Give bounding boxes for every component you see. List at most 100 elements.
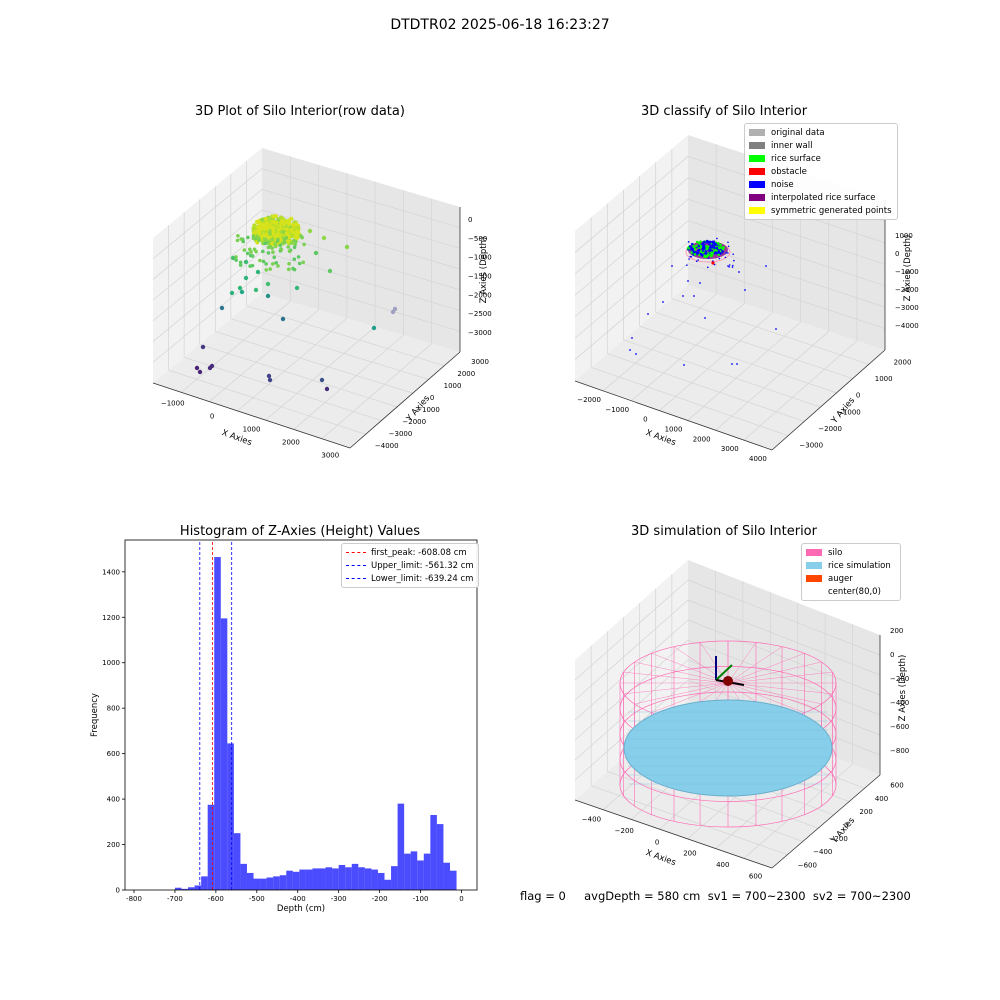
legend-swatch	[806, 562, 822, 569]
plot1-point	[302, 242, 306, 247]
plot2-noise-point	[704, 317, 706, 319]
histogram-bar	[214, 557, 221, 890]
plot1-point	[276, 264, 280, 268]
histogram-bar	[207, 804, 215, 890]
plot1-point	[287, 261, 291, 266]
legend-label: original data	[771, 127, 825, 138]
plot1-gridline	[152, 209, 263, 301]
plot1-points	[194, 214, 398, 392]
histogram-bar	[174, 887, 182, 890]
plot1-point	[264, 224, 269, 229]
silo-wire	[623, 682, 729, 695]
histogram-bar	[273, 876, 280, 890]
plot3-axes-bg	[125, 540, 477, 890]
legend-item: noise	[749, 178, 893, 191]
plot1-point	[256, 231, 261, 236]
legend-item: rice simulation	[806, 559, 896, 572]
plot1-point	[297, 261, 302, 266]
plot1-point	[324, 386, 330, 392]
plot1-point	[287, 249, 292, 254]
silo-wire	[727, 671, 833, 684]
plot1-point	[219, 305, 225, 311]
plot1-zlabel: Z Axies (Depth)	[479, 237, 489, 304]
legend-label: first_peak: -608.08 cm	[371, 547, 467, 558]
plot1-floor-pane	[153, 293, 460, 448]
plot2-point	[688, 245, 692, 248]
plot4-title: 3D simulation of Silo Interior	[631, 524, 817, 539]
plot2-gridline	[623, 339, 821, 408]
plot2-noise-point	[690, 256, 693, 258]
plot1-point	[344, 244, 350, 250]
plot3-y-tick-label: 0	[116, 887, 120, 895]
plot1-point	[194, 365, 200, 371]
legend-swatch	[749, 168, 765, 175]
plot4-gridline	[591, 785, 788, 856]
plot4-z-tick-label: −400	[890, 699, 909, 707]
plot2-noise-point	[725, 251, 727, 254]
plot1-y-tick-label: 1000	[444, 382, 462, 390]
plot3-axes-frame	[124, 539, 478, 891]
plot1-point	[250, 254, 255, 258]
plot2-noise-point	[727, 245, 730, 248]
histogram-bar	[436, 824, 444, 890]
plot2-noise-point	[693, 295, 695, 297]
plot2-gridline	[631, 303, 745, 401]
plot2-noise-point	[699, 282, 701, 284]
plot4-gridline	[687, 659, 881, 736]
histogram-bar	[377, 872, 385, 890]
plot1-gridline	[265, 326, 376, 421]
plot1-point	[307, 228, 313, 234]
legend-item: first_peak: -608.08 cm	[346, 546, 474, 559]
plot3-x-tick-label: 0	[459, 895, 463, 903]
plot4-y-tick-label: −400	[813, 848, 832, 856]
plot2-noise-point	[728, 266, 730, 268]
plot2-x-axis	[574, 380, 773, 451]
plot4-x-tick-label: 200	[683, 850, 696, 858]
plot2-noise-point	[702, 245, 705, 247]
plot2-gridline	[659, 312, 773, 411]
plot3-ylabel: Frequency	[90, 693, 100, 737]
plot1-point	[243, 275, 249, 281]
plot1-point	[282, 240, 287, 245]
plot1-point	[253, 229, 258, 234]
plot1-point	[271, 250, 275, 254]
plot1-point	[237, 285, 243, 291]
plot4-z-tick-label: 0	[890, 651, 894, 659]
plot4-z-tick-label: 200	[890, 627, 903, 635]
histogram-bar	[181, 888, 189, 890]
plot4-z-tick-label: −200	[890, 675, 909, 683]
plot3-x-tick-label: -100	[413, 895, 429, 903]
plot4-gridline	[687, 619, 881, 696]
plot1-point	[280, 316, 286, 322]
legend-label: auger	[828, 573, 853, 584]
plot2-point	[693, 253, 697, 256]
plot1-point	[197, 369, 203, 375]
plot1-point	[242, 248, 247, 252]
plot1-point	[319, 377, 325, 383]
plot1-z-tick-label: 0	[468, 216, 472, 224]
silo-wire	[634, 661, 729, 684]
plot4-z-tick-label: −600	[890, 723, 909, 731]
plot2-left-pane	[575, 135, 688, 381]
plot1-point	[296, 255, 301, 259]
plot1-point	[278, 243, 282, 248]
plot1-gridline	[321, 343, 432, 439]
plot1-point	[289, 240, 294, 245]
plot2-point	[705, 245, 708, 248]
plot1-point	[255, 269, 261, 275]
plot1-point	[264, 268, 269, 272]
plot2-point	[713, 251, 717, 255]
plot2-point	[699, 252, 703, 256]
histogram-bar	[240, 863, 247, 890]
legend-swatch	[749, 207, 765, 214]
legend-item: silo	[806, 546, 896, 559]
plot2-noise-point	[765, 265, 767, 267]
plot2-noise-point	[727, 252, 729, 254]
plot2-noise-point	[717, 248, 720, 251]
plot1-gridline	[180, 301, 291, 393]
histogram-bar	[233, 833, 241, 890]
plot1-point	[235, 238, 240, 243]
plot2-noise-point	[718, 257, 721, 260]
plot2-noise-point	[724, 256, 727, 259]
plot1-point	[236, 234, 240, 238]
